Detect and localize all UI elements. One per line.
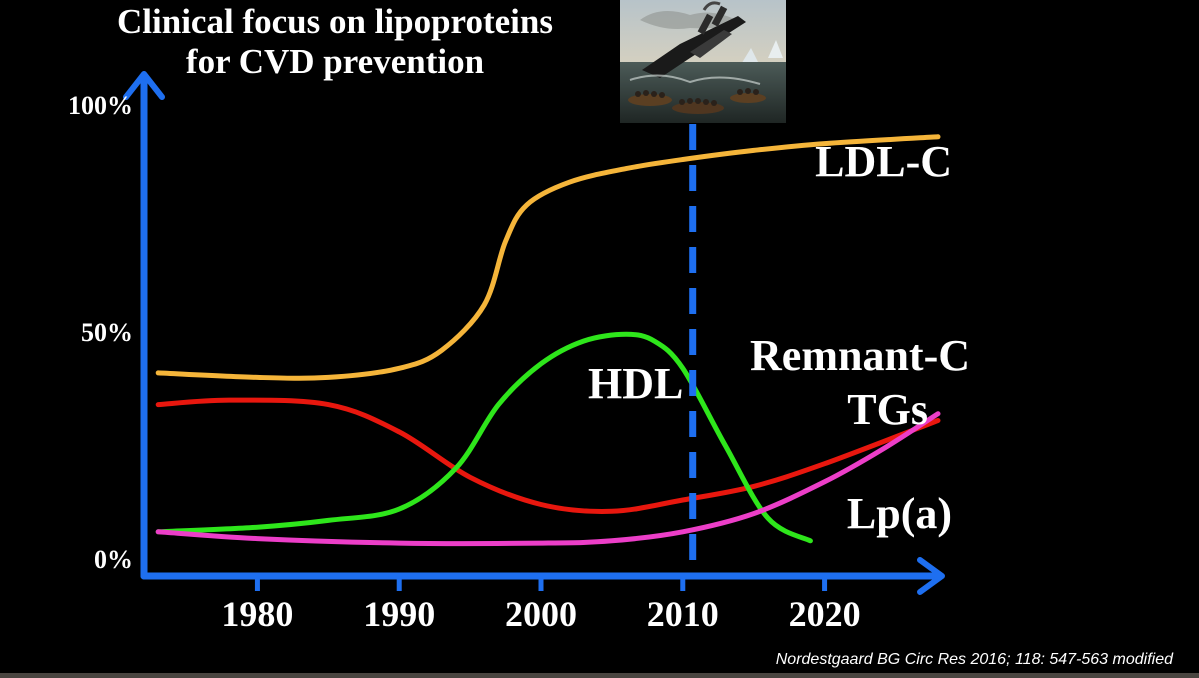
- x-tick-label: 1980: [221, 594, 293, 634]
- chart-title: Clinical focus on lipoproteins for CVD p…: [40, 2, 630, 82]
- citation: Nordestgaard BG Circ Res 2016; 118: 547-…: [775, 651, 1173, 668]
- series-label-hdl: HDL: [588, 359, 683, 408]
- y-tick-label: 100%: [68, 91, 133, 120]
- x-axis-arrowhead: [917, 557, 945, 595]
- x-tick-label: 2000: [505, 594, 577, 634]
- y-tick-label: 0%: [94, 545, 133, 574]
- series-label-ldl-c: LDL-C: [815, 137, 952, 186]
- series-line-hdl: [155, 331, 813, 544]
- bottom-strip: [0, 673, 1199, 678]
- y-axis-arrowhead: [123, 71, 165, 100]
- title-line-2: for CVD prevention: [185, 42, 485, 81]
- sinking-ship-picture: [620, 0, 786, 123]
- x-tick-label: 2010: [647, 594, 719, 634]
- y-tick-label: 50%: [81, 318, 133, 347]
- x-tick-label: 2020: [789, 594, 861, 634]
- series-label-remnant-c-tgs: TGs: [847, 385, 928, 434]
- series-line-lp-a: [155, 411, 941, 547]
- x-tick-label: 1990: [363, 594, 435, 634]
- series-label-remnant-c-tgs: Remnant-C: [750, 331, 970, 380]
- series-line-remnant-c-tgs: [155, 397, 941, 514]
- sinking-ship-illustration: [620, 0, 786, 123]
- series-line-ldl-c: [155, 134, 941, 381]
- series-label-lp-a: Lp(a): [847, 489, 952, 538]
- title-line-1: Clinical focus on lipoproteins: [117, 2, 553, 41]
